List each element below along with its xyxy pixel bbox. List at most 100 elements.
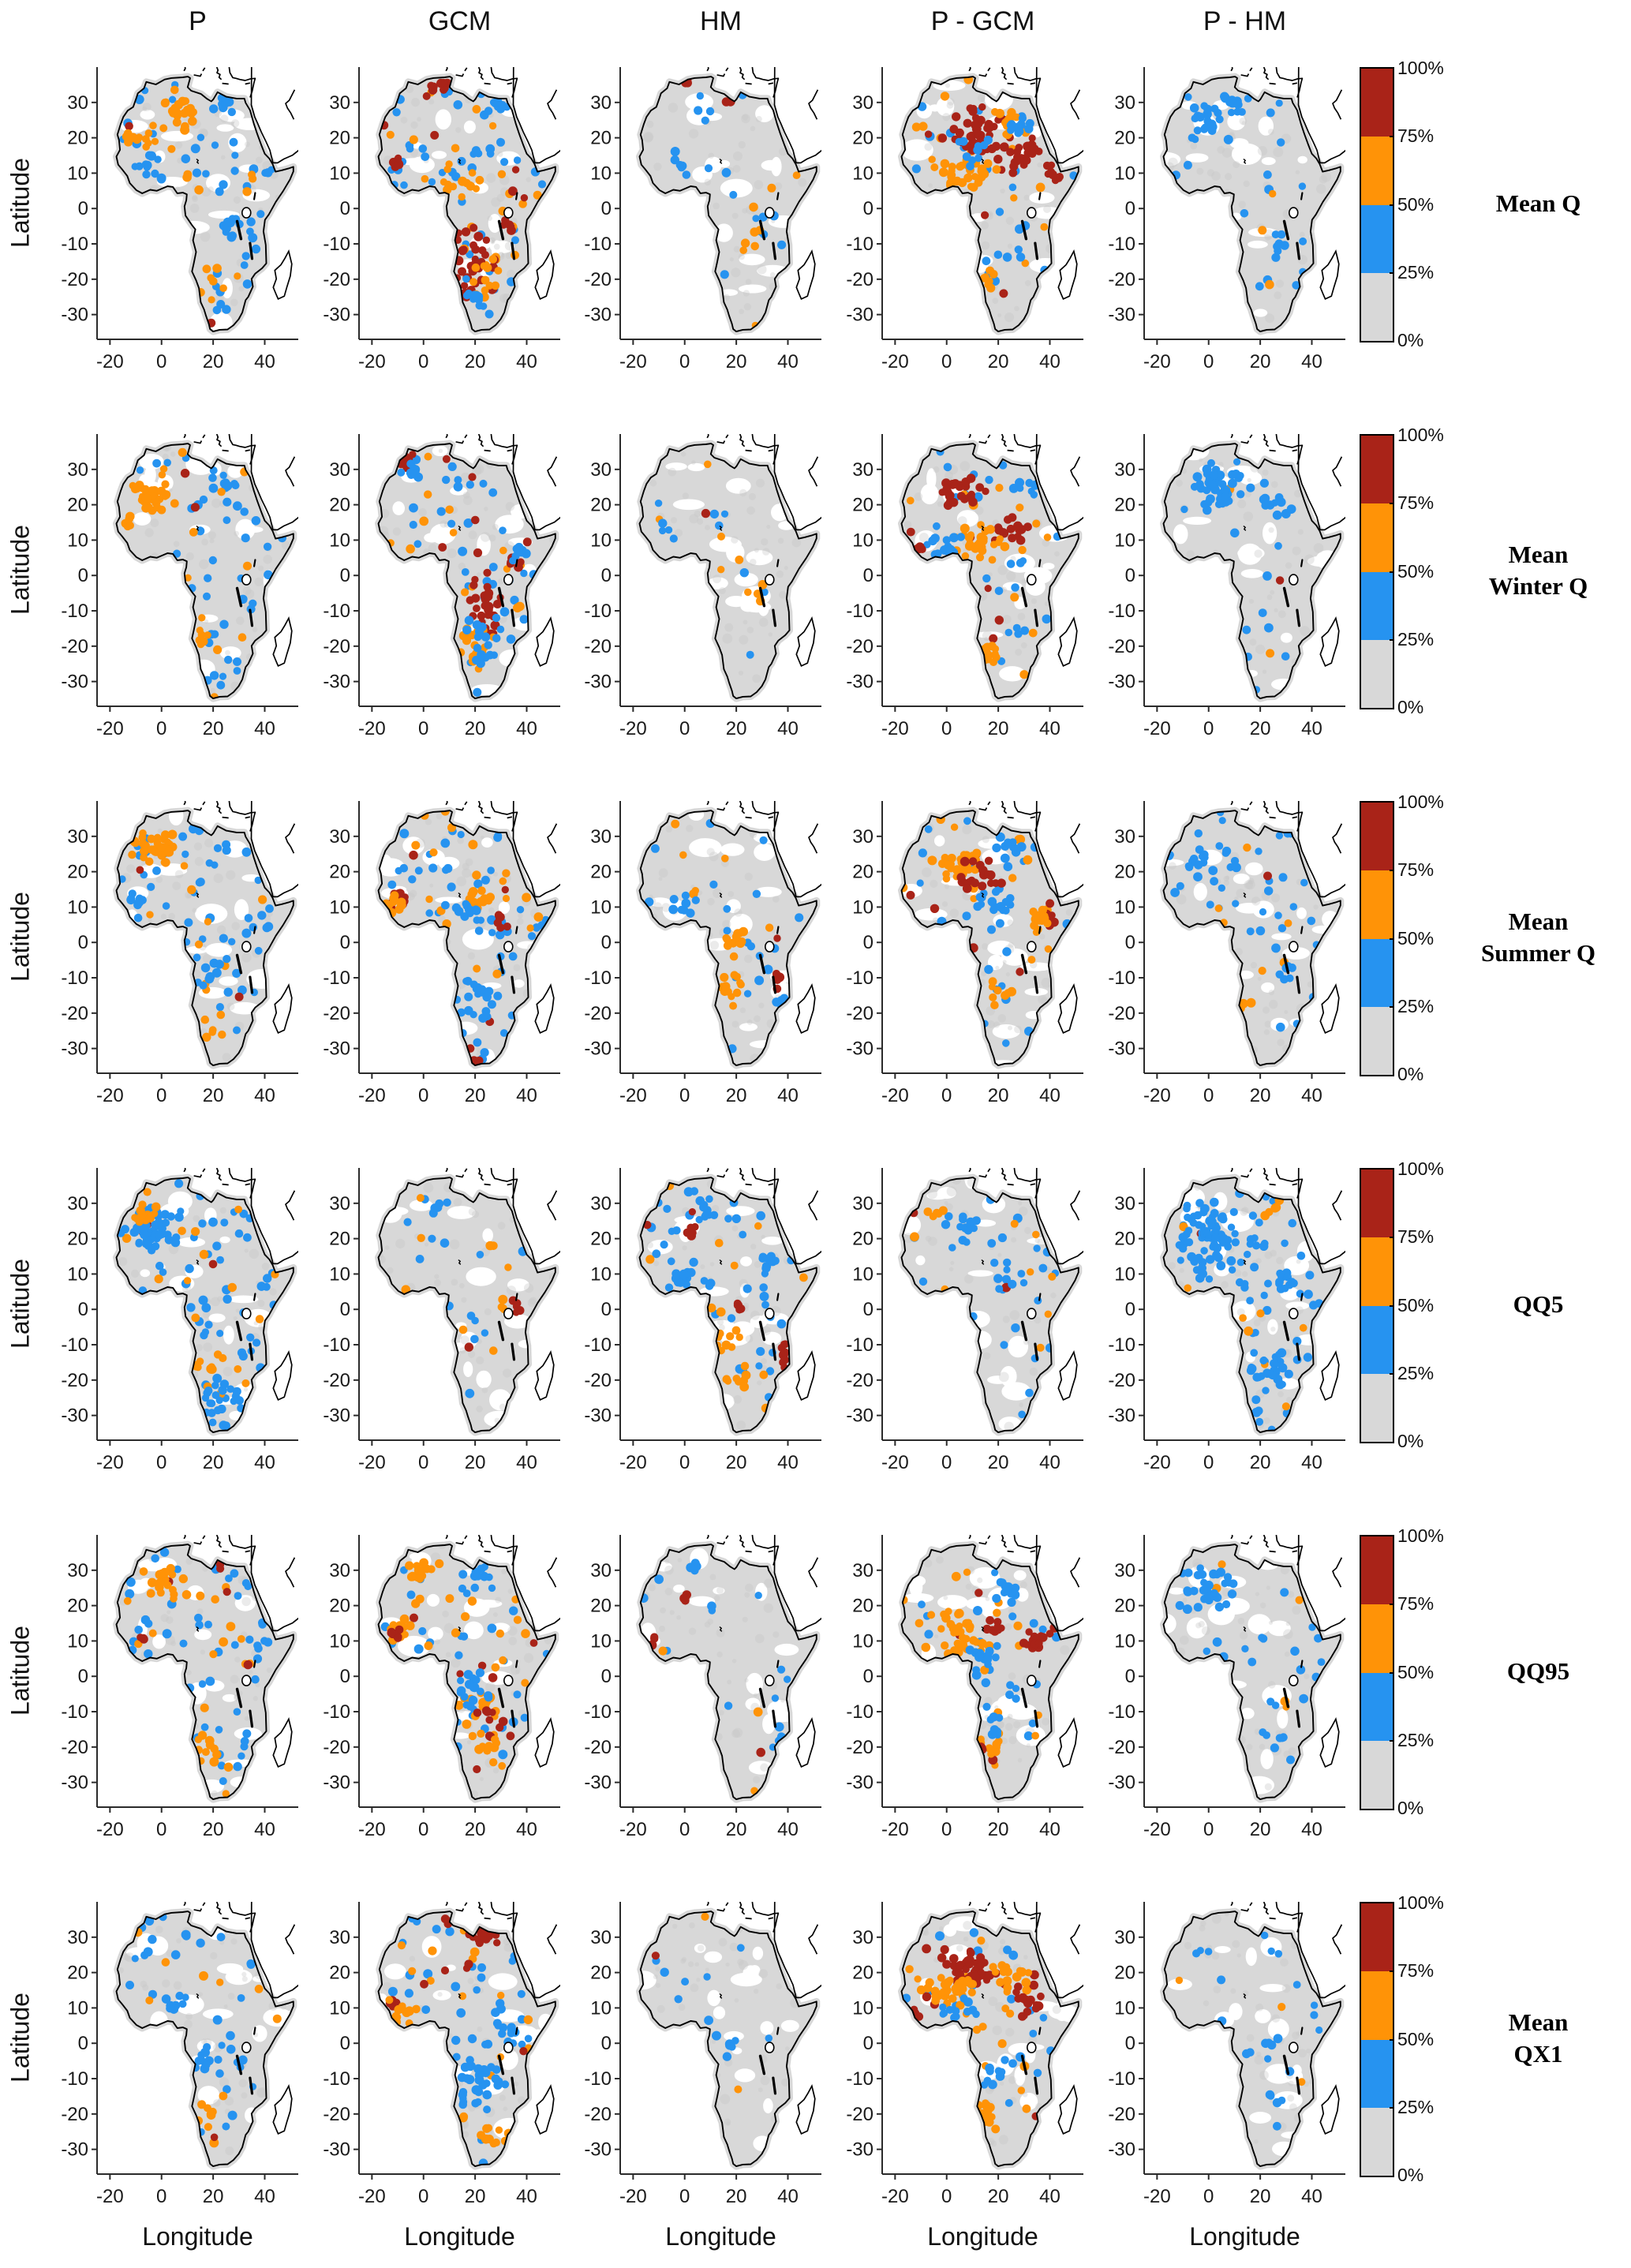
dot-red [1006, 524, 1016, 533]
coastline-fragment [285, 456, 296, 487]
madagascar-outline [1319, 1350, 1340, 1402]
dot-orange [468, 1731, 477, 1741]
x-tick-label: 0 [418, 351, 428, 372]
dot-red [479, 1929, 488, 1937]
dot-blue [267, 166, 275, 174]
dot-blue [971, 1670, 982, 1680]
dot-red [966, 473, 976, 483]
dot-blue [918, 848, 927, 858]
lake-tanganyika [1282, 1320, 1290, 1342]
dot-orange [521, 1679, 529, 1687]
dot-orange [1027, 956, 1036, 964]
dot-blue [517, 1989, 526, 1998]
lake-chad [981, 158, 985, 164]
dot-orange [972, 848, 982, 858]
dot-blue [1199, 1585, 1209, 1595]
lake-turkana [776, 1293, 780, 1301]
dot-orange [480, 262, 488, 270]
colorbar-tick [1390, 503, 1394, 505]
coastline-fragment [484, 1550, 491, 1553]
dot-blue [1262, 1387, 1270, 1394]
dot-blue [466, 1701, 475, 1711]
colorbar-segment [1361, 69, 1393, 137]
dot-blue [1255, 926, 1266, 936]
dot-red [394, 154, 402, 163]
lake-malawi [249, 608, 254, 627]
x-tick-label: -20 [358, 1819, 386, 1840]
dot-orange [759, 1370, 769, 1379]
y-tick-label: -10 [584, 1334, 612, 1356]
coastline-fragment [193, 807, 203, 811]
dot-orange [1258, 967, 1266, 975]
dot-blue [511, 236, 519, 245]
coastline-fragment [547, 1190, 558, 1221]
dot-red [477, 611, 486, 620]
coastline-fragment [808, 1190, 819, 1221]
dot-red [458, 267, 466, 276]
y-tick-label: 10 [67, 1263, 88, 1285]
lake-chad [1243, 1626, 1247, 1632]
y-tick-label: -10 [846, 1334, 873, 1356]
lake-malawi [249, 1342, 254, 1361]
dot-red [512, 1299, 522, 1308]
dot-orange [964, 1619, 973, 1626]
dot-blue [1008, 183, 1017, 192]
lake-turkana [776, 926, 780, 934]
dot-orange [734, 1377, 743, 1386]
x-tick-label: 0 [679, 351, 690, 372]
dot-orange [180, 108, 189, 118]
row-label-line: Mean [1508, 907, 1569, 935]
dot-blue [458, 2100, 467, 2109]
lake-malawi [1034, 1342, 1039, 1361]
dot-orange [237, 1635, 245, 1643]
dot-blue [392, 108, 401, 117]
dot-blue [675, 160, 684, 170]
dot-blue [731, 1214, 741, 1223]
dot-orange [995, 108, 1004, 118]
dot-blue [987, 1729, 997, 1739]
dot-red [965, 492, 975, 503]
dot-orange [197, 2100, 207, 2109]
dot-blue [990, 1259, 999, 1267]
coastline-fragment [1001, 67, 1008, 80]
dot-blue [1286, 504, 1296, 514]
dot-blue [774, 1722, 784, 1732]
dot-blue [1007, 1597, 1016, 1607]
y-tick-label: -30 [584, 1772, 612, 1794]
dot-orange [975, 553, 985, 562]
dot-blue [966, 1217, 975, 1226]
dot-blue [1263, 1731, 1270, 1739]
dot-blue [731, 2037, 739, 2045]
madagascar-outline [1057, 249, 1078, 301]
dot-blue [472, 1675, 481, 1684]
colorbar-tick [1390, 638, 1394, 641]
dot-orange [167, 144, 176, 153]
dot-blue [652, 1249, 661, 1259]
coastline-fragment [477, 1535, 484, 1548]
dot-blue [1223, 134, 1233, 144]
x-tick-label: 40 [254, 1452, 275, 1473]
dot-blue [216, 680, 226, 690]
dot-blue [140, 1951, 149, 1959]
y-tick-label: 10 [329, 896, 350, 918]
dot-blue [1212, 1637, 1222, 1647]
lake-malawi [772, 2076, 777, 2095]
colorbar-segment [1361, 272, 1393, 341]
dot-blue [498, 2030, 507, 2038]
dot-orange [993, 1608, 1001, 1617]
africa-coastline [638, 810, 817, 1067]
dot-orange [645, 1255, 655, 1264]
dot-blue [1286, 1755, 1295, 1765]
lake-turkana [1300, 192, 1304, 200]
dot-blue [924, 1630, 933, 1639]
y-tick-label: 0 [601, 565, 612, 586]
x-tick-label: 0 [1203, 718, 1214, 739]
dot-orange [210, 693, 219, 699]
lake-malawi [511, 1709, 516, 1728]
africa-coastline [900, 1177, 1079, 1434]
dot-blue [465, 289, 473, 298]
madagascar-outline [1057, 2084, 1078, 2135]
dot-blue [425, 909, 433, 917]
coastline-fragment [547, 823, 558, 854]
dot-blue [1004, 628, 1013, 637]
